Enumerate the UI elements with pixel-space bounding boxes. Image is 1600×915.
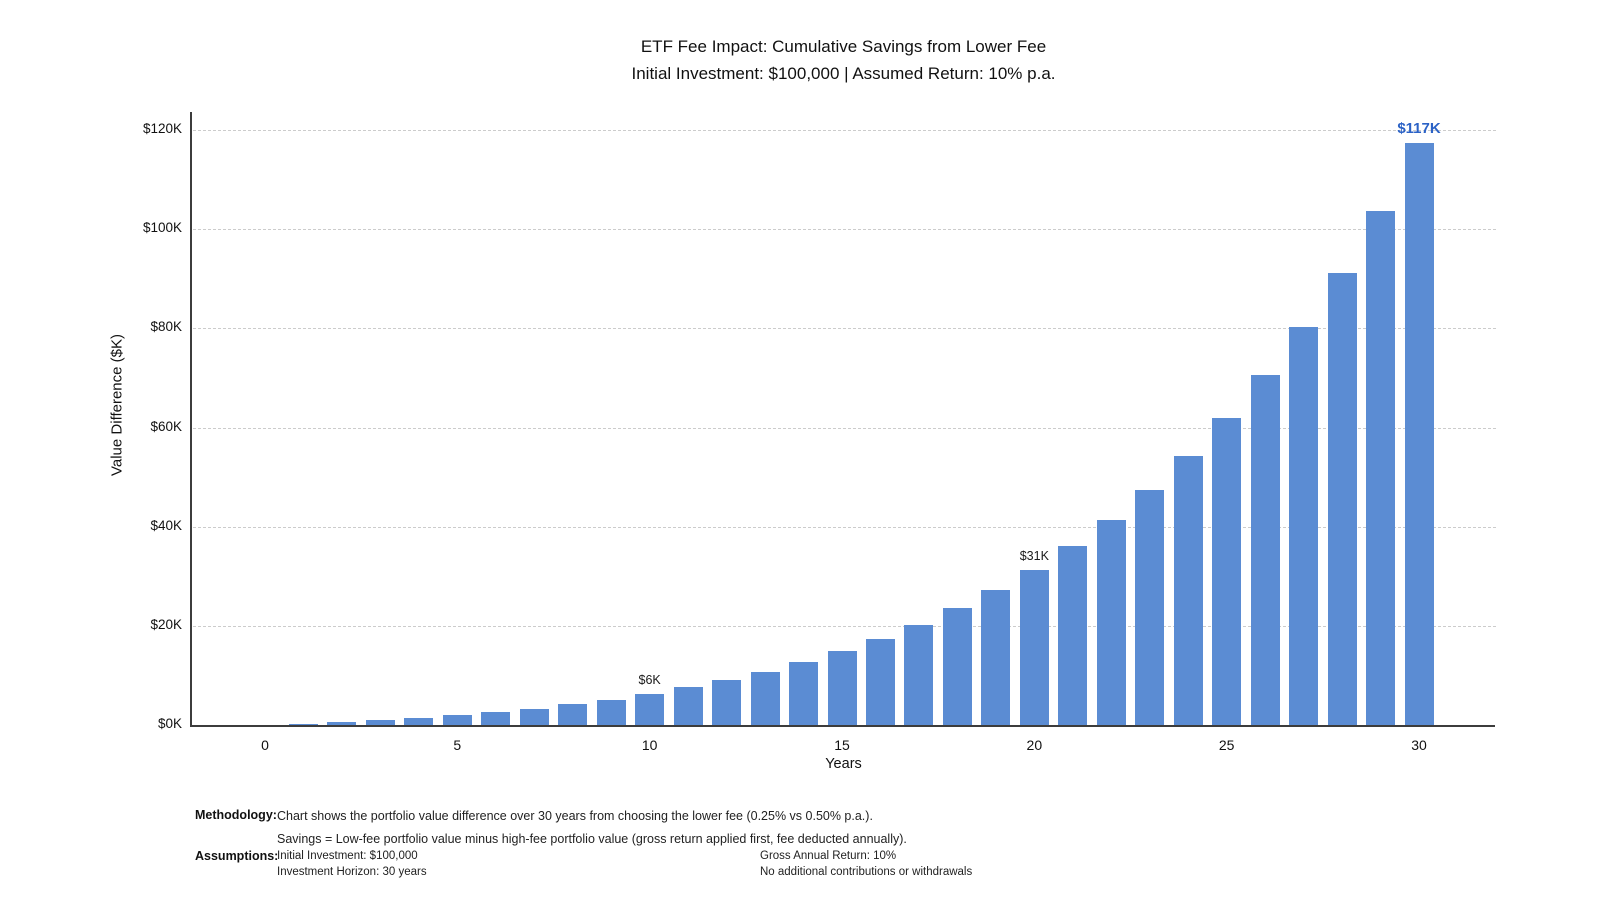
bar-year-25: [1212, 418, 1242, 725]
bar-year-30: [1404, 142, 1434, 725]
bar-year-1: [288, 723, 318, 725]
bar-annotation-31K: $31K: [1019, 548, 1049, 563]
bar-annotation-117K: $117K: [1397, 119, 1441, 137]
bar-year-21: [1058, 546, 1088, 725]
x-axis-title: Years: [825, 756, 862, 772]
y-tick-label: $40K: [150, 517, 182, 533]
x-tick-label: 15: [834, 737, 850, 753]
y-tick-label: $80K: [150, 319, 182, 335]
methodology-text: Chart shows the portfolio value differen…: [277, 805, 907, 851]
bar-year-13: [750, 671, 780, 725]
gridline-40: [193, 526, 1496, 528]
x-tick-label: 25: [1218, 737, 1235, 753]
assumption-item: Initial Investment: $100,000: [277, 850, 418, 862]
y-tick-label: $120K: [142, 121, 182, 136]
bar-year-2: [327, 722, 357, 725]
assumptions-label: Assumptions:: [195, 849, 279, 863]
bar-year-8: [558, 704, 588, 725]
bar-year-26: [1250, 374, 1280, 725]
assumption-item: Investment Horizon: 30 years: [277, 865, 427, 878]
assumptions-column-1: Initial Investment: $100,000 Investment H…: [277, 849, 427, 880]
bar-year-4: [404, 718, 434, 725]
x-tick-label: 5: [453, 737, 462, 753]
bar-year-10: [635, 693, 665, 725]
y-tick-label: $0K: [157, 716, 182, 731]
chart-title-line1: ETF Fee Impact: Cumulative Savings from …: [640, 37, 1047, 56]
y-tick-label: $20K: [150, 616, 182, 632]
bar-annotation-6K: $6K: [638, 672, 661, 687]
x-tick-label: 20: [1026, 737, 1043, 753]
chart-title-line2: Initial Investment: $100,000 | Assumed R…: [631, 64, 1056, 83]
bar-year-18: [942, 608, 972, 725]
x-tick-label: 0: [261, 737, 269, 753]
bar-year-15: [827, 651, 857, 725]
assumption-item: No additional contributions or withdrawa…: [760, 865, 973, 878]
methodology-line: Chart shows the portfolio value differen…: [277, 809, 873, 823]
x-tick-label: 10: [641, 737, 658, 753]
bar-year-11: [673, 687, 703, 725]
assumption-item: Gross Annual Return: 10%: [760, 850, 897, 862]
chart-title: ETF Fee Impact: Cumulative Savings from …: [192, 33, 1495, 87]
bar-year-27: [1289, 326, 1319, 725]
bar-year-3: [365, 720, 395, 725]
gridline-100: [193, 229, 1496, 231]
x-tick-label: 30: [1411, 737, 1427, 753]
bar-year-28: [1327, 272, 1357, 725]
bar-year-5: [442, 715, 472, 725]
y-tick-label: $60K: [150, 418, 182, 434]
bar-year-17: [904, 624, 934, 725]
bar-year-16: [865, 638, 895, 725]
assumptions-column-2: Gross Annual Return: 10% No additional co…: [760, 849, 972, 880]
bar-year-6: [481, 712, 511, 725]
methodology-label: Methodology:: [195, 808, 277, 822]
bar-year-29: [1366, 211, 1396, 725]
bar-year-12: [712, 680, 742, 725]
gridline-80: [193, 328, 1496, 330]
bar-year-9: [596, 699, 626, 725]
bar-year-23: [1135, 489, 1165, 725]
bar-year-7: [519, 708, 549, 725]
bar-year-22: [1096, 519, 1126, 725]
bar-year-14: [789, 662, 819, 725]
gridline-60: [193, 427, 1496, 429]
y-axis-title: Value Difference ($K): [108, 333, 126, 477]
y-tick-label: $100K: [142, 220, 182, 236]
y-axis-line: [190, 112, 192, 727]
gridline-20: [193, 625, 1496, 627]
bar-year-20: [1019, 569, 1049, 725]
bar-year-19: [981, 590, 1011, 725]
methodology-line: Savings = Low-fee portfolio value minus …: [277, 832, 907, 846]
gridline-120: [193, 130, 1496, 131]
x-axis-line: [190, 725, 1495, 727]
bar-year-24: [1173, 456, 1203, 725]
